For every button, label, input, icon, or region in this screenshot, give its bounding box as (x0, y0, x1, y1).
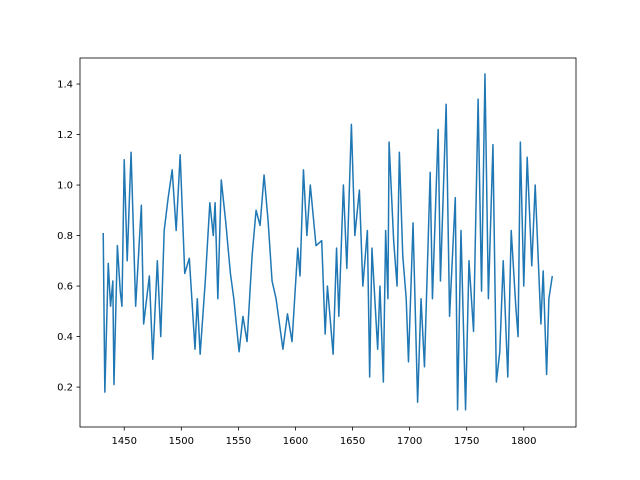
y-tick-label: 1.0 (57, 181, 73, 192)
plot-frame (79, 57, 577, 428)
y-tick-label: 0.6 (57, 282, 73, 293)
x-tick-label: 1750 (454, 436, 479, 447)
x-tick-label: 1800 (511, 436, 536, 447)
y-tick-label: 1.4 (57, 80, 73, 91)
x-tick-label: 1700 (397, 436, 422, 447)
y-tick-label: 0.2 (57, 383, 73, 394)
x-tick-label: 1450 (112, 436, 137, 447)
x-tick-label: 1550 (226, 436, 251, 447)
x-tick-label: 1650 (340, 436, 365, 447)
y-tick-label: 0.4 (57, 332, 73, 343)
x-tick-label: 1600 (283, 436, 308, 447)
x-tick-label: 1500 (169, 436, 194, 447)
data-line (102, 73, 554, 411)
y-tick-label: 0.8 (57, 231, 73, 242)
y-tick-label: 1.2 (57, 130, 73, 141)
